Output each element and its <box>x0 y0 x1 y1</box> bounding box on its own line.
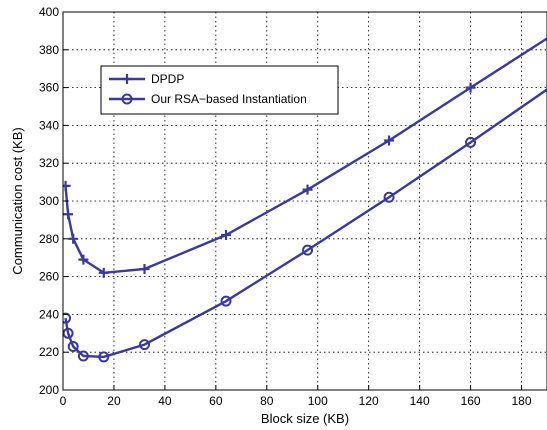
data-point-dpdp <box>465 82 476 93</box>
data-point-dpdp <box>221 230 232 241</box>
data-point-dpdp <box>68 233 79 244</box>
y-tick-label: 320 <box>39 156 59 170</box>
data-point-rsa <box>139 339 151 351</box>
data-point-dpdp <box>63 209 74 220</box>
data-point-dpdp <box>78 254 89 265</box>
legend-label-dpdp: DPDP <box>151 72 184 86</box>
y-tick-label: 340 <box>39 118 59 132</box>
x-tick-label: 80 <box>260 394 274 408</box>
data-point-rsa <box>63 312 72 324</box>
series-dpdp <box>63 37 547 278</box>
x-tick-label: 140 <box>410 394 430 408</box>
data-point-rsa <box>220 295 232 307</box>
x-tick-label: 180 <box>512 394 532 408</box>
x-tick-label: 120 <box>359 394 379 408</box>
x-tick-label: 20 <box>107 394 121 408</box>
data-point-rsa <box>98 351 110 363</box>
y-tick-label: 360 <box>39 81 59 95</box>
data-point-dpdp <box>139 264 150 275</box>
data-point-rsa <box>77 350 89 362</box>
data-point-rsa <box>383 191 395 203</box>
y-tick-label: 200 <box>39 383 59 397</box>
data-point-dpdp <box>63 180 71 191</box>
x-tick-label: 160 <box>461 394 481 408</box>
y-axis-label: Communication cost (KB) <box>10 127 25 274</box>
legend-marker-dpdp <box>122 74 132 84</box>
axis-ticks: 0 20 40 60 80 100 120 140 160 180 200 220 240 260 280 3… <box>39 5 532 408</box>
y-tick-label: 380 <box>39 43 59 57</box>
x-tick-label: 100 <box>308 394 328 408</box>
y-tick-label: 400 <box>39 5 59 19</box>
data-point-dpdp <box>384 135 395 146</box>
y-tick-label: 280 <box>39 232 59 246</box>
data-point-rsa <box>302 244 314 256</box>
y-tick-label: 240 <box>39 307 59 321</box>
data-point-rsa <box>67 341 79 353</box>
series-rsa <box>63 88 547 363</box>
y-tick-label: 260 <box>39 270 59 284</box>
data-point-dpdp <box>302 184 313 195</box>
x-tick-label: 0 <box>60 394 67 408</box>
series-line-rsa <box>64 88 547 359</box>
y-tick-label: 300 <box>39 194 59 208</box>
data-point-dpdp <box>98 267 109 278</box>
legend-label-rsa: Our RSA−based Instantiation <box>151 92 307 106</box>
x-axis-label: Block size (KB) <box>261 411 349 426</box>
x-tick-label: 60 <box>209 394 223 408</box>
y-tick-label: 220 <box>39 345 59 359</box>
data-point-rsa <box>465 136 477 148</box>
series-layer <box>63 37 547 363</box>
legend: DPDP Our RSA−based Instantiation <box>100 65 339 115</box>
legend-marker-rsa <box>121 93 133 105</box>
x-tick-label: 40 <box>158 394 172 408</box>
data-point-rsa <box>63 327 74 339</box>
legend-box <box>100 65 339 115</box>
